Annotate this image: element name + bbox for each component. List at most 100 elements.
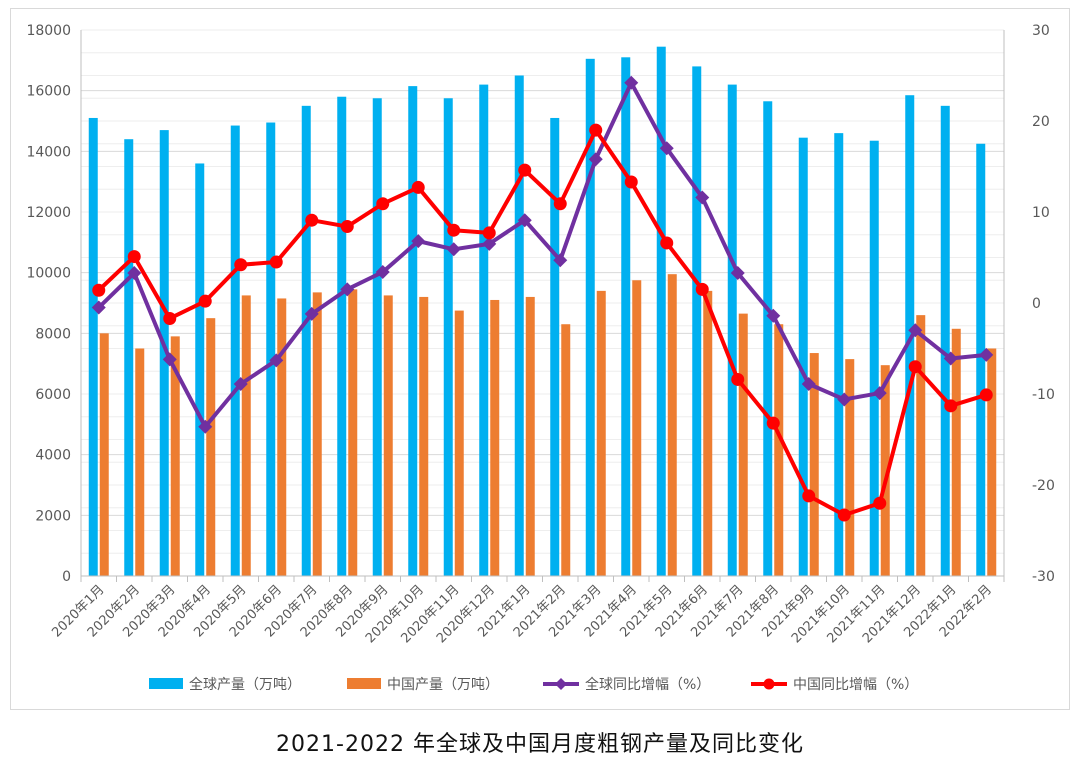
china-yoy-point xyxy=(944,399,958,413)
china-output-bar xyxy=(738,313,748,576)
global-yoy-point xyxy=(624,75,639,90)
y-left-tick-label: 2000 xyxy=(35,508,71,524)
global-output-bar xyxy=(159,130,169,576)
global-yoy-point xyxy=(233,376,248,391)
global-output-bar xyxy=(337,96,347,576)
y-left-tick-label: 6000 xyxy=(35,387,71,403)
global-yoy-point xyxy=(979,347,994,362)
china-yoy-point xyxy=(837,508,851,522)
steel-production-chart: 0 2000 4000 6000 8000 10000 12000 14000 16000 180… xyxy=(26,23,1055,693)
china-output-bar xyxy=(525,296,535,576)
global-output-bar xyxy=(88,117,98,576)
china-yoy-point xyxy=(198,294,212,308)
china-yoy-point xyxy=(127,250,141,264)
china-output-bar xyxy=(667,274,677,576)
china-output-bar xyxy=(987,348,997,576)
y-left-tick-label: 10000 xyxy=(26,266,71,282)
global-output-bar xyxy=(266,122,276,577)
china-output-bar xyxy=(561,324,571,576)
global-output-bar xyxy=(514,75,524,576)
global-yoy-point xyxy=(553,253,568,268)
china-yoy-point xyxy=(447,223,461,237)
global-output-bar xyxy=(585,58,595,577)
y-left-tick-label: 14000 xyxy=(26,144,71,160)
global-yoy-point xyxy=(304,306,319,321)
china-yoy-point xyxy=(873,496,887,510)
china-yoy-point xyxy=(518,163,532,177)
global-output-bar xyxy=(727,84,737,576)
chart-caption: 2021-2022 年全球及中国月度粗钢产量及同比变化 xyxy=(276,732,804,757)
china-output-bar xyxy=(170,336,180,576)
global-yoy-point xyxy=(127,265,142,280)
line-series xyxy=(91,75,994,522)
bar-series xyxy=(88,46,997,577)
y-right-tick-label: 10 xyxy=(1032,205,1050,221)
legend-china-output-label: 中国产量（万吨） xyxy=(387,677,499,693)
china-output-bar xyxy=(241,295,251,576)
global-output-bar xyxy=(479,84,489,576)
china-yoy-point xyxy=(731,372,745,386)
chart-frame: 0 2000 4000 6000 8000 10000 12000 14000 16000 180… xyxy=(10,8,1070,710)
china-yoy-point xyxy=(979,388,993,402)
global-yoy-point xyxy=(91,300,106,315)
china-output-bar xyxy=(454,310,464,576)
y-left-tick-label: 8000 xyxy=(35,326,71,342)
global-yoy-point xyxy=(659,141,674,156)
y-right-tick-label: 30 xyxy=(1032,23,1050,39)
global-output-bar xyxy=(408,86,418,576)
china-yoy-point xyxy=(376,197,390,211)
china-yoy-point xyxy=(695,282,709,296)
legend-global-output-label: 全球产量（万吨） xyxy=(189,676,301,693)
global-yoy-line xyxy=(97,80,987,429)
global-yoy-point xyxy=(588,152,603,167)
y-right-tick-label: 0 xyxy=(1032,296,1041,312)
global-output-bar xyxy=(798,137,808,576)
global-yoy-point xyxy=(837,392,852,407)
legend: 全球产量（万吨） 中国产量（万吨） 全球同比增幅（%） 中国同比增幅（%） xyxy=(149,676,918,693)
china-output-bar xyxy=(419,296,429,576)
gridlines xyxy=(81,29,1004,577)
global-output-bar xyxy=(301,105,311,576)
global-output-bar xyxy=(905,95,915,576)
china-output-bar xyxy=(845,359,855,576)
china-output-bar xyxy=(774,324,784,576)
global-yoy-point xyxy=(269,353,284,368)
china-yoy-point xyxy=(624,175,638,189)
global-output-bar xyxy=(195,163,205,576)
y-right-tick-label: 20 xyxy=(1032,114,1050,130)
global-yoy-point xyxy=(695,190,710,205)
global-yoy-point xyxy=(766,308,781,323)
china-output-bar xyxy=(277,298,287,576)
china-output-bar xyxy=(880,365,890,576)
global-yoy-point xyxy=(375,265,390,280)
legend-global-yoy-swatch-marker xyxy=(555,678,567,690)
y-right-tick-label: -20 xyxy=(1032,478,1055,494)
global-output-bar xyxy=(869,140,879,576)
china-yoy-point xyxy=(482,226,496,240)
global-output-bar xyxy=(976,143,986,576)
legend-global-output-swatch xyxy=(149,678,183,689)
china-yoy-point xyxy=(269,255,283,269)
legend-china-yoy-label: 中国同比增幅（%） xyxy=(793,677,918,693)
y-left-tick-label: 4000 xyxy=(35,448,71,464)
global-yoy-point xyxy=(872,386,887,401)
china-output-bar xyxy=(490,299,500,576)
global-output-bar xyxy=(550,117,560,576)
global-yoy-point xyxy=(943,351,958,366)
global-output-bar xyxy=(763,101,773,577)
china-output-bar xyxy=(916,315,926,576)
global-output-bar xyxy=(372,98,382,576)
global-yoy-point xyxy=(162,352,177,367)
global-output-bar xyxy=(940,105,950,576)
global-yoy-point xyxy=(198,419,213,434)
china-yoy-point xyxy=(802,489,816,503)
china-output-bar xyxy=(809,353,819,576)
y-left-tick-label: 0 xyxy=(62,569,71,585)
china-yoy-point xyxy=(553,197,567,211)
legend-global-yoy-label: 全球同比增幅（%） xyxy=(585,676,710,693)
y-left-tick-label: 16000 xyxy=(26,84,71,100)
china-yoy-point xyxy=(234,258,248,272)
global-yoy-point xyxy=(517,213,532,228)
china-yoy-point xyxy=(908,360,922,374)
global-yoy-point xyxy=(340,282,355,297)
